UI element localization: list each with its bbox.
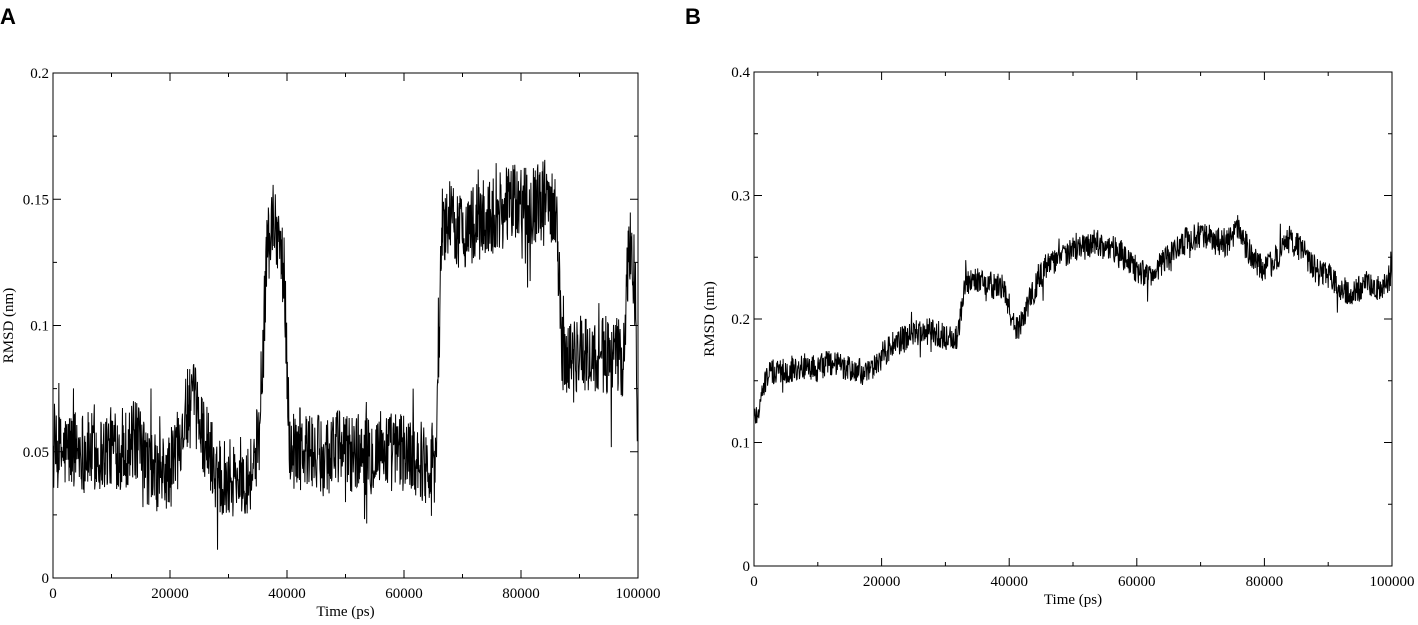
- y-tick-label: 0.2: [731, 312, 750, 328]
- y-axis-title: RMSD (nm): [702, 281, 718, 356]
- y-tick-label: 0.4: [731, 65, 750, 81]
- x-tick-label: 40000: [268, 586, 306, 602]
- y-tick-label: 0.1: [30, 319, 49, 335]
- x-tick-label: 20000: [863, 574, 901, 590]
- y-tick-label: 0: [743, 559, 751, 575]
- y-axis-title: RMSD (nm): [1, 288, 17, 363]
- y-tick-label: 0.3: [731, 189, 750, 205]
- x-tick-label: 20000: [151, 586, 189, 602]
- rmsd-trace-line: [753, 215, 1393, 424]
- x-tick-label: 40000: [990, 574, 1028, 590]
- x-tick-label: 60000: [1118, 574, 1156, 590]
- panel-letter: B: [685, 4, 701, 29]
- plot-frame: [753, 71, 1393, 567]
- x-tick-label: 60000: [385, 586, 423, 602]
- x-axis-title: Time (ps): [316, 604, 374, 620]
- plot-frame: [52, 72, 639, 579]
- x-axis-title: Time (ps): [1044, 592, 1102, 608]
- x-tick-label: 80000: [502, 586, 540, 602]
- y-tick-label: 0.15: [23, 192, 49, 208]
- x-tick-label: 100000: [616, 586, 661, 602]
- y-tick-label: 0: [42, 571, 50, 587]
- chart-panel-a: A 0 20000 40000 60000 80000 100000 0 0.05 0.1 0.15…: [0, 4, 661, 620]
- y-tick-label: 0.2: [30, 66, 49, 82]
- y-tick-label: 0.05: [23, 445, 49, 461]
- x-tick-label: 100000: [1370, 574, 1415, 590]
- rmsd-trace-line: [52, 159, 639, 550]
- x-tick-label: 80000: [1246, 574, 1284, 590]
- y-tick-label: 0.1: [731, 436, 750, 452]
- chart-panel-b: B 0 20000 40000 60000 80000 100000 0 0.1 0.2 0.3 0.…: [685, 4, 1415, 608]
- panel-letter: A: [0, 4, 16, 29]
- x-tick-label: 0: [750, 574, 758, 590]
- x-tick-label: 0: [49, 586, 57, 602]
